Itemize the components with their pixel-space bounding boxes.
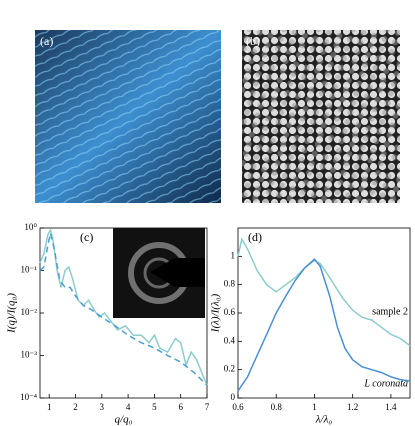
panel-a: (a) (35, 30, 221, 203)
data-line (237, 237, 411, 347)
y-tick-label: 10⁻³ (21, 350, 38, 360)
y-tick-label: 10⁰ (24, 222, 37, 232)
panel-label: (b) (246, 34, 260, 48)
chart: 0.6 0.8 1 1.2 1.4 0 0.2 0.4 0.6 0.8 1 sample 2 L cor… (210, 227, 411, 426)
x-tick-label: 0.6 (232, 402, 244, 412)
panel-label: (d) (248, 230, 262, 244)
inset-image (113, 228, 205, 318)
x-tick-label: 4 (126, 402, 131, 412)
chart: 1 2 3 4 5 6 7 10⁻⁴ 10⁻³ 10⁻² 10⁻¹ 10⁰ (c) q/q₀ I(q)/I(… (6, 222, 210, 425)
y-tick-label: 0.4 (224, 335, 236, 345)
data-line (39, 227, 208, 386)
series-label: L coronata (363, 378, 408, 389)
data-line (39, 233, 208, 386)
x-tick-label: 3 (100, 402, 105, 412)
y-tick-label: 10⁻⁴ (20, 392, 37, 402)
x-axis-label: λ/λ₀ (315, 414, 333, 426)
image-b-texture (242, 30, 400, 203)
panel-label: (c) (80, 230, 93, 244)
image-a-texture (35, 30, 221, 203)
x-tick-label: 5 (152, 402, 157, 412)
y-tick-label: 0.2 (224, 364, 235, 374)
y-tick-label: 0 (231, 392, 236, 402)
x-tick-label: 6 (178, 402, 183, 412)
panel-b: (b) (242, 30, 400, 203)
x-tick-label: 0.8 (271, 402, 283, 412)
x-tick-label: 1.2 (347, 402, 358, 412)
panel-label: (a) (40, 34, 53, 48)
inset-beamstop (150, 258, 205, 287)
y-axis-label: I(q)/I(q₀) (6, 293, 18, 334)
y-tick-label: 1 (231, 250, 236, 260)
y-tick-label: 0.8 (224, 279, 236, 289)
data-line (237, 258, 411, 392)
x-tick-label: 1 (312, 402, 317, 412)
series-label: sample 2 (372, 306, 408, 317)
x-axis-label: q/q₀ (115, 414, 133, 426)
y-tick-label: 0.6 (224, 307, 236, 317)
x-tick-label: 2 (73, 402, 78, 412)
x-tick-label: 7 (205, 402, 210, 412)
x-tick-label: 1.4 (385, 402, 397, 412)
x-tick-label: 1 (47, 402, 52, 412)
y-axis-label: I(λ)/I(λ₀) (210, 293, 222, 333)
y-tick-label: 10⁻² (21, 307, 38, 317)
y-tick-label: 10⁻¹ (21, 265, 38, 275)
